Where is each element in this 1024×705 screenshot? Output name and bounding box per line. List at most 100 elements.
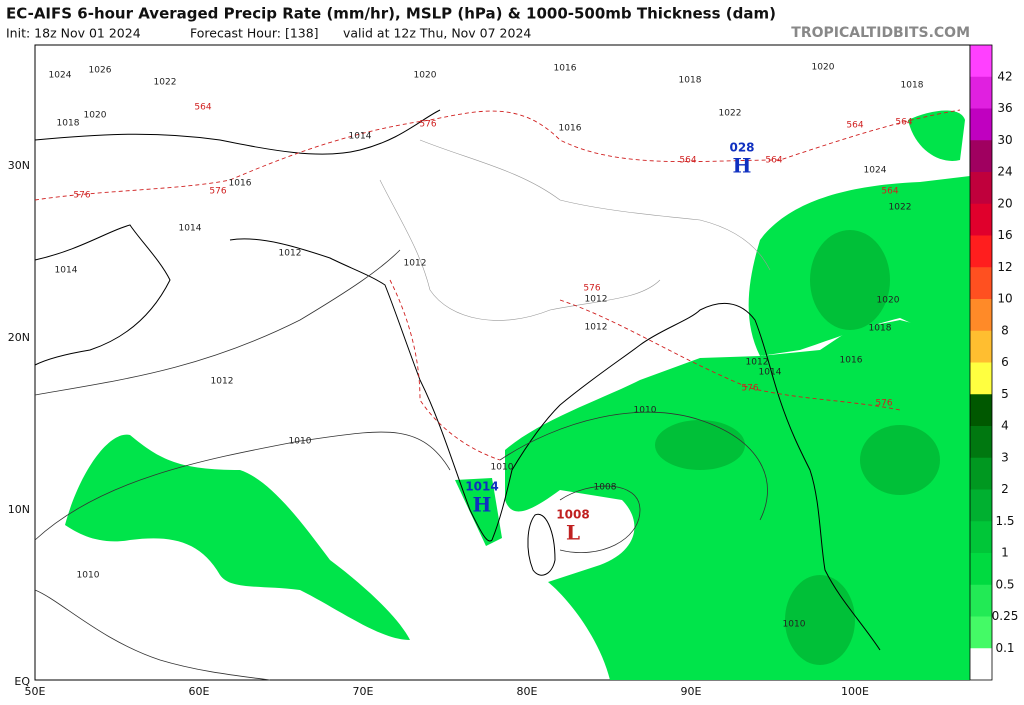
lat-label: 10N bbox=[8, 503, 30, 516]
colorbar-label: 4 bbox=[1001, 419, 1009, 433]
thickness-label: 564 bbox=[679, 156, 696, 166]
colorbar-cell bbox=[970, 140, 992, 173]
colorbar-frame bbox=[969, 44, 993, 681]
thickness-label: 564 bbox=[881, 187, 898, 197]
lon-label: 70E bbox=[353, 685, 374, 698]
isobar-label: 1012 bbox=[279, 249, 302, 259]
colorbar-label: 8 bbox=[1001, 323, 1009, 337]
center-value: 1014 bbox=[465, 480, 498, 494]
colorbar-cell bbox=[970, 235, 992, 268]
center-symbol: H bbox=[733, 154, 752, 178]
colorbar-cell bbox=[970, 362, 992, 395]
isobar-label: 1018 bbox=[679, 76, 702, 86]
center-symbol: L bbox=[566, 521, 580, 545]
thickness-label: 576 bbox=[875, 399, 892, 409]
colorbar-label: 16 bbox=[997, 228, 1012, 242]
colorbar-cell bbox=[970, 426, 992, 459]
colorbar-cell bbox=[970, 299, 992, 332]
precip bbox=[65, 110, 970, 680]
isobar-label: 1016 bbox=[554, 64, 577, 74]
isobar-label: 1026 bbox=[89, 66, 112, 76]
thickness-lines bbox=[34, 109, 961, 461]
colorbar-label: 42 bbox=[997, 69, 1012, 83]
isobar-label: 1018 bbox=[869, 324, 892, 334]
lon-label: 60E bbox=[189, 685, 210, 698]
valid-time: valid at 12z Thu, Nov 07 2024 bbox=[343, 26, 531, 41]
isobar-label: 1010 bbox=[783, 620, 806, 630]
colorbar-label: 5 bbox=[1001, 387, 1009, 401]
isobar-label: 1024 bbox=[864, 166, 887, 176]
isobar-label: 1012 bbox=[585, 295, 608, 305]
colorbar-cell bbox=[970, 76, 992, 109]
isobars bbox=[34, 249, 768, 681]
colorbar-label: 0.25 bbox=[992, 609, 1019, 623]
thickness-label: 564 bbox=[895, 118, 912, 128]
colorbar-label: 20 bbox=[997, 196, 1012, 210]
isobar-label: 1010 bbox=[491, 463, 514, 473]
isobar-label: 1020 bbox=[877, 296, 900, 306]
colorbar-label: 24 bbox=[997, 165, 1012, 179]
colorbar-cell bbox=[970, 584, 992, 617]
center-symbol: H bbox=[473, 493, 492, 517]
lon-label: 80E bbox=[517, 685, 538, 698]
colorbar-label: 0.5 bbox=[995, 577, 1014, 591]
colorbar-cell bbox=[970, 521, 992, 554]
isobar-label: 1010 bbox=[634, 406, 657, 416]
lat-label: EQ bbox=[14, 675, 30, 688]
colorbar-cell bbox=[970, 203, 992, 236]
colorbar-label: 10 bbox=[997, 292, 1012, 306]
colorbar: 42 36 30 24 20 16 12 10 8 6 5 4 3 2 1.5 1 0.5 0.25 0.1 bbox=[969, 44, 1019, 681]
isobar-label: 1010 bbox=[289, 437, 312, 447]
isobar-label: 1020 bbox=[812, 63, 835, 73]
init-time: Init: 18z Nov 01 2024 bbox=[6, 26, 141, 41]
colorbar-cell bbox=[970, 45, 992, 78]
isobar-label: 1014 bbox=[349, 132, 372, 142]
isobar-label: 1014 bbox=[55, 266, 78, 276]
colorbar-cell bbox=[970, 172, 992, 205]
title: EC-AIFS 6-hour Averaged Precip Rate (mm/… bbox=[6, 5, 776, 23]
isobar-label: 1020 bbox=[84, 111, 107, 121]
colorbar-cell bbox=[970, 553, 992, 586]
colorbar-cell bbox=[970, 330, 992, 363]
colorbar-label: 1.5 bbox=[995, 514, 1014, 528]
forecast-hour: Forecast Hour: [138] bbox=[190, 26, 319, 41]
lat-label: 30N bbox=[8, 159, 30, 172]
thickness-label: 576 bbox=[583, 284, 600, 294]
isobar-label: 1016 bbox=[559, 124, 582, 134]
isobar-label: 1012 bbox=[585, 323, 608, 333]
center-value: 1008 bbox=[556, 508, 589, 522]
colorbar-cell bbox=[970, 457, 992, 490]
lon-label: 90E bbox=[681, 685, 702, 698]
colorbar-cell bbox=[970, 267, 992, 300]
thickness-label: 576 bbox=[741, 384, 758, 394]
map bbox=[34, 44, 971, 681]
colorbar-cell bbox=[970, 489, 992, 522]
isobar-label: 1018 bbox=[57, 119, 80, 129]
colorbar-label: 30 bbox=[997, 133, 1012, 147]
isobar-label: 1022 bbox=[719, 109, 742, 119]
thickness-label: 576 bbox=[73, 191, 90, 201]
thickness-label: 576 bbox=[209, 187, 226, 197]
lon-label: 100E bbox=[841, 685, 869, 698]
isobar-label: 1022 bbox=[154, 78, 177, 88]
colorbar-cell bbox=[970, 648, 992, 681]
borders bbox=[379, 139, 771, 321]
colorbar-label: 36 bbox=[997, 101, 1012, 115]
isobar-label: 1016 bbox=[229, 179, 252, 189]
colorbar-cell bbox=[970, 108, 992, 141]
colorbar-label: 3 bbox=[1001, 450, 1009, 464]
isobar-label: 1008 bbox=[594, 483, 617, 493]
thickness-label: 564 bbox=[846, 121, 863, 131]
thickness-label: 564 bbox=[765, 156, 782, 166]
isobar-label: 1020 bbox=[414, 71, 437, 81]
colorbar-cell bbox=[970, 394, 992, 427]
colorbar-cell bbox=[970, 616, 992, 649]
isobar-label: 1022 bbox=[889, 203, 912, 213]
coastlines bbox=[34, 109, 881, 651]
colorbar-label: 2 bbox=[1001, 482, 1009, 496]
lat-label: 20N bbox=[8, 331, 30, 344]
isobar-label: 1012 bbox=[211, 377, 234, 387]
center-value: 028 bbox=[729, 141, 754, 155]
